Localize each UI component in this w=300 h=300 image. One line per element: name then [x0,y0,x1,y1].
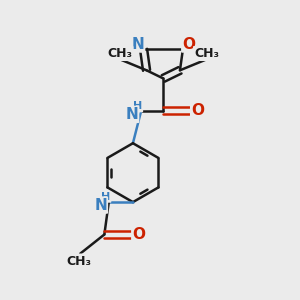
Text: CH₃: CH₃ [194,47,219,60]
Text: H: H [101,192,110,202]
Text: N: N [131,37,144,52]
Text: N: N [125,107,138,122]
Text: CH₃: CH₃ [107,47,133,60]
Text: N: N [94,198,107,213]
Text: O: O [132,227,145,242]
Text: CH₃: CH₃ [66,254,91,268]
Text: O: O [191,103,204,118]
Text: O: O [182,37,195,52]
Text: H: H [133,101,142,111]
